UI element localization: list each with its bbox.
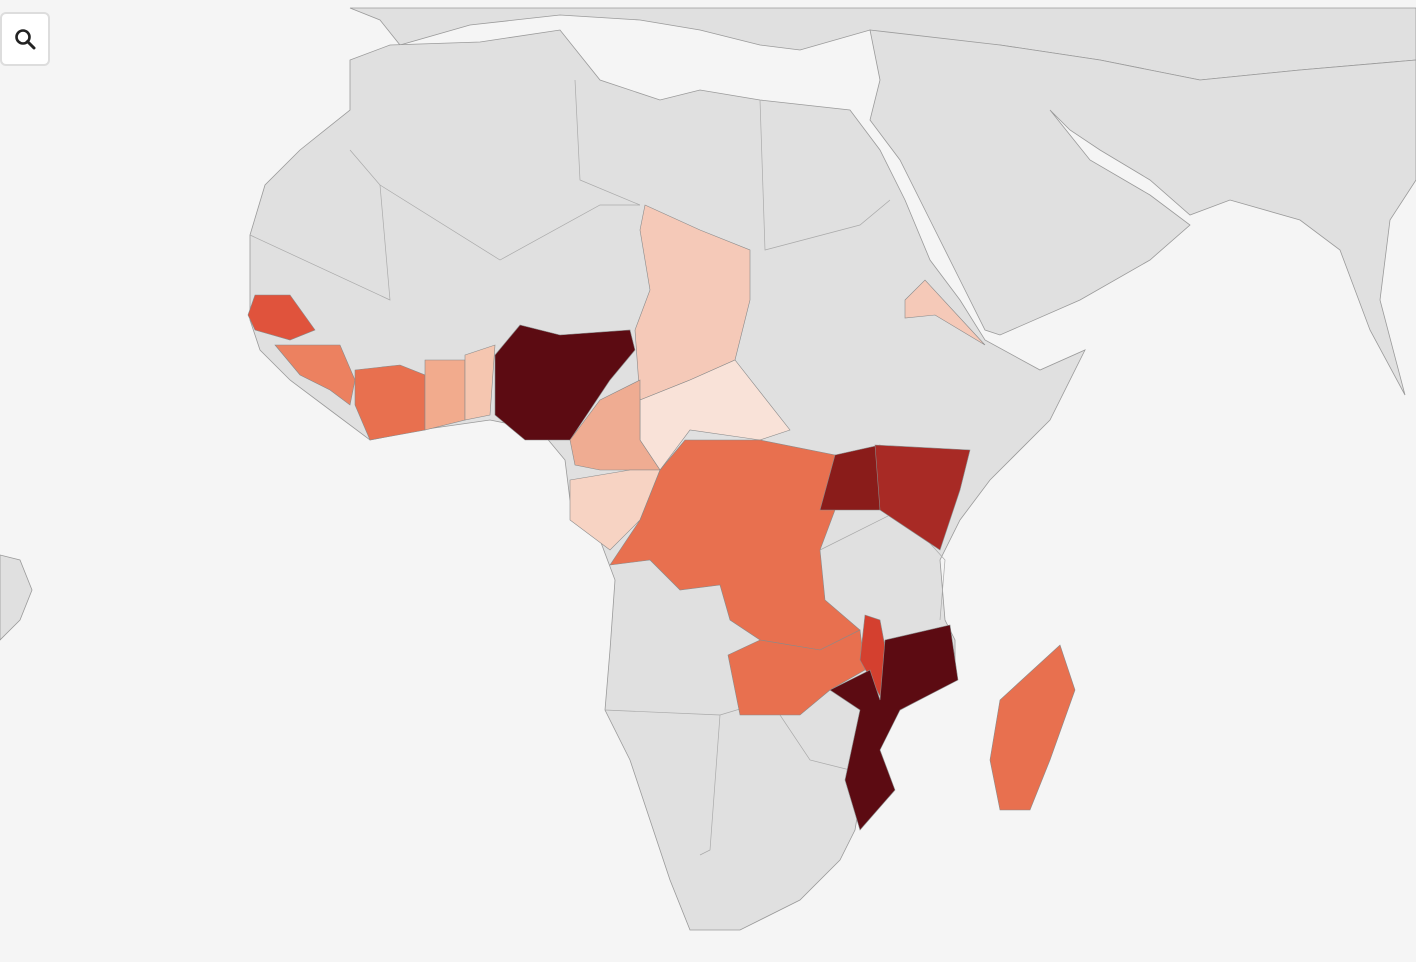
kenya bbox=[874, 444, 971, 551]
border bbox=[249, 149, 391, 301]
search-button[interactable] bbox=[0, 12, 50, 66]
ghana bbox=[424, 359, 466, 431]
nigeria bbox=[494, 324, 636, 441]
search-icon bbox=[15, 29, 36, 50]
togo-benin bbox=[464, 344, 496, 421]
border bbox=[574, 79, 641, 206]
border bbox=[604, 709, 721, 856]
mozambique bbox=[829, 624, 959, 831]
south-america bbox=[0, 554, 33, 641]
guinea bbox=[274, 344, 356, 406]
border bbox=[759, 99, 891, 251]
border bbox=[379, 184, 640, 261]
senegal bbox=[247, 294, 316, 341]
ivory-coast bbox=[354, 364, 426, 441]
shaded-countries bbox=[247, 204, 1076, 831]
cameroon bbox=[569, 379, 661, 471]
madagascar bbox=[989, 644, 1076, 811]
arabia bbox=[869, 29, 1416, 396]
eritrea bbox=[904, 279, 986, 346]
